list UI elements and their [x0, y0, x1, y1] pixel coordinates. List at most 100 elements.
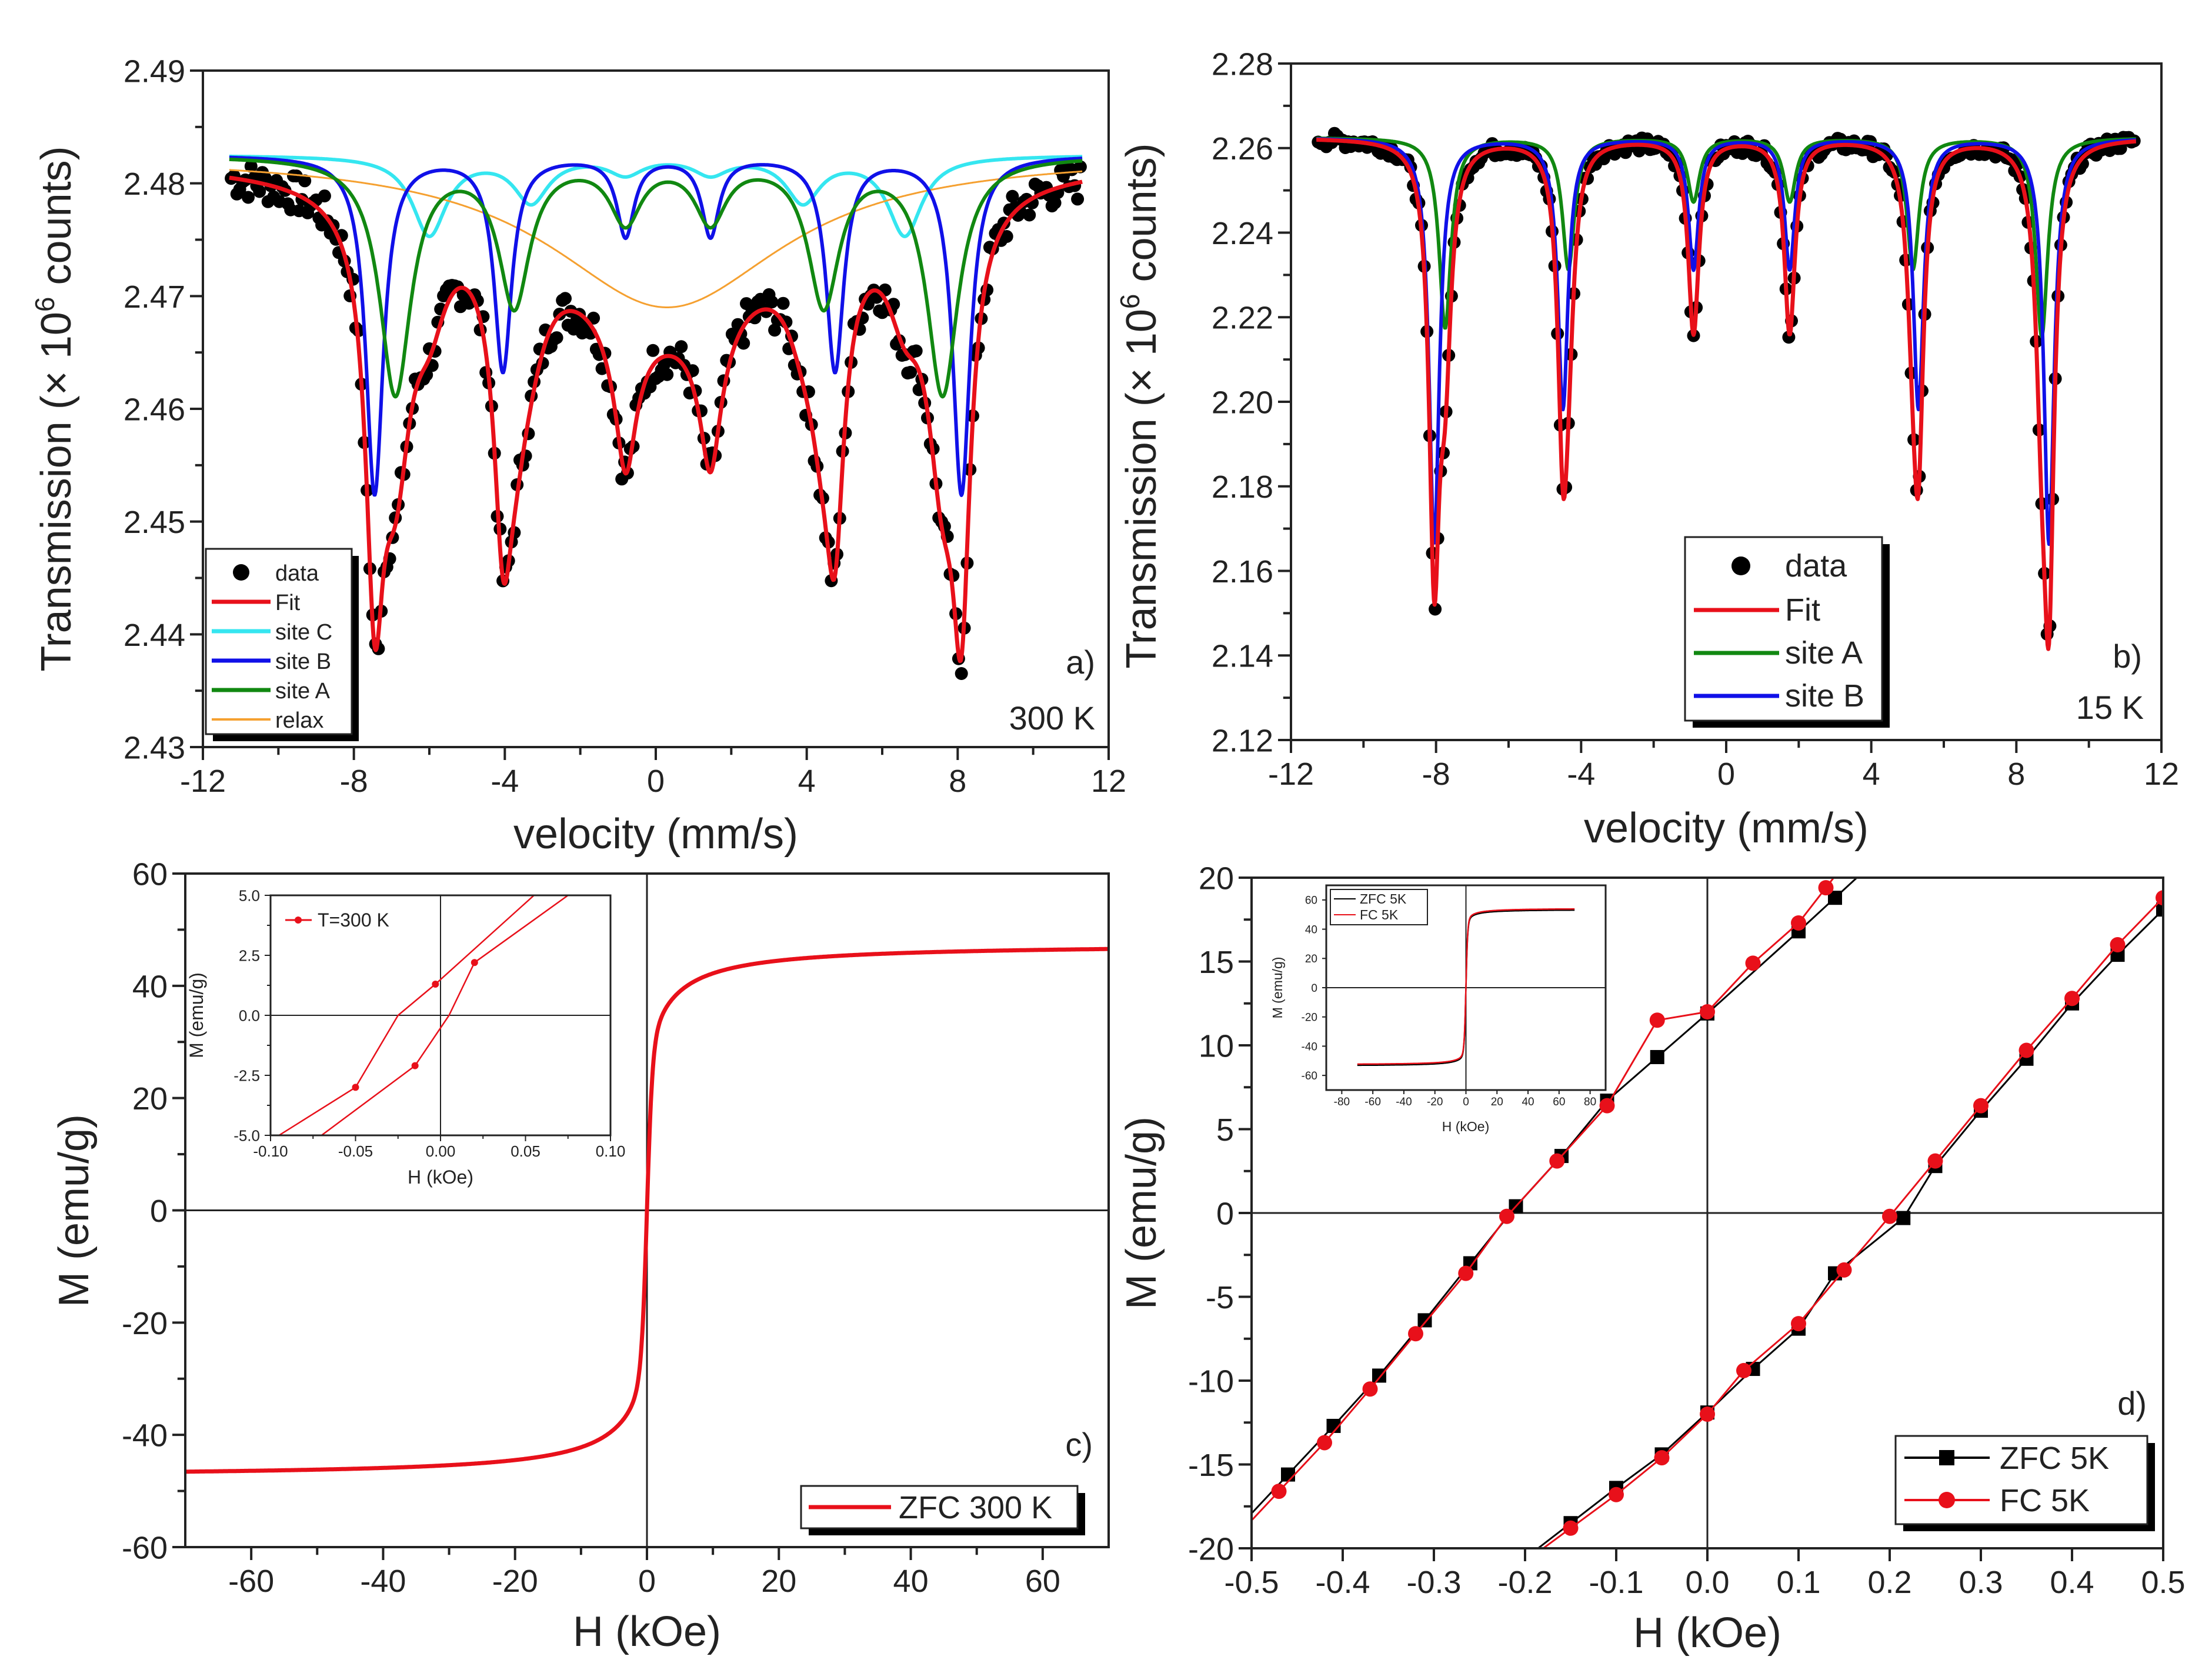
panel-b: -12 -8 -4 0 4 8 12 2.12 2.14 2.16 2.18 2.20 2.22 2.24… [1115, 46, 2179, 852]
panel-b-xtick-label: -4 [1567, 756, 1595, 792]
panel-b-xtick-label: 12 [2144, 756, 2179, 792]
panel-c-xtick-label: 60 [1025, 1564, 1060, 1599]
panel-d-inset-xtick-label: -60 [1364, 1096, 1380, 1108]
panel-a-data-point [737, 336, 750, 350]
panel-c-zfc-curve [184, 947, 1110, 1474]
panel-d-curves [1252, 878, 2163, 1548]
panel-a-data-point [1073, 160, 1087, 174]
panel-a-data-point [955, 667, 968, 680]
panel-b-data-point [1633, 144, 1646, 158]
panel-a-data-point [1000, 230, 1013, 243]
panel-b-ytick-label: 2.12 [1212, 723, 1273, 758]
panel-c-ytick-label: -60 [122, 1530, 168, 1565]
panel-c-legend: ZFC 300 K [800, 1485, 1085, 1535]
panel-d-inset-xtick-label: 80 [1584, 1096, 1596, 1108]
panel-b-data-point [1429, 602, 1442, 616]
panel-a-data-point [660, 368, 674, 381]
panel-d-fc-marker [1791, 1316, 1806, 1332]
panel-d-xtick-label: 0.1 [1776, 1565, 1820, 1600]
panel-c-inset-branch-up [321, 894, 569, 1137]
panel-c-xtick-label: -60 [228, 1564, 274, 1599]
panel-c-inset-ytick-label: -5.0 [233, 1127, 260, 1144]
panel-d-zfc-marker [1417, 1313, 1432, 1328]
panel-d-xtick-label: 0.5 [2141, 1565, 2185, 1600]
panel-a-data-point [675, 340, 688, 354]
panel-b-ytick-label: 2.24 [1212, 216, 1273, 251]
panel-a-data-point [253, 185, 266, 198]
panel-a-data-point [768, 324, 782, 337]
panel-c-inset-xtick-label: 0.05 [511, 1142, 541, 1160]
panel-a-xtick-label: 12 [1091, 764, 1126, 799]
panel-d-inset-ytick-label: -40 [1302, 1041, 1317, 1053]
panel-a-ytick-label: 2.47 [124, 279, 185, 315]
legend-a-label-site-a: site A [275, 679, 331, 704]
panel-d-inset-xtick-label: -20 [1427, 1096, 1443, 1108]
panel-d-fc-marker [1499, 1208, 1514, 1224]
panel-d-inset-xtick-label: -40 [1396, 1096, 1412, 1108]
panel-c-inset-marker [352, 1084, 359, 1091]
panel-d-frame [1250, 877, 2164, 1549]
panel-a-data-point [244, 159, 258, 173]
panel-a-xtick-label: -4 [491, 764, 519, 799]
panel-c-inset-ticks: -0.10 -0.05 0.00 0.05 0.10 -5.0 -2.5 0.0 2.5 5.0 [233, 887, 625, 1160]
panel-d-zfc-marker [1896, 1211, 1911, 1225]
panel-b-ylabel: Transmission (× 106 counts) [1115, 143, 1165, 668]
panel-c-xtick-label: 0 [638, 1564, 656, 1599]
legend-d-marker-fc [1939, 1492, 1955, 1508]
panel-c-xlabel: H (kOe) [573, 1608, 721, 1655]
panel-b-xtick-label: 4 [1863, 756, 1880, 792]
panel-a-xtick-label: 4 [798, 764, 816, 799]
panel-d-xtick-label: -0.5 [1224, 1565, 1279, 1600]
panel-d-fc-marker [1654, 1450, 1670, 1466]
panel-b-fit-curve [1314, 138, 2138, 651]
panel-d-fc-marker [1563, 1520, 1579, 1536]
panel-c-xtick-label: -40 [360, 1564, 406, 1599]
panel-a-data-point [765, 295, 779, 309]
panel-a-data-point [1071, 192, 1085, 206]
panel-d-ytick-label: -20 [1188, 1531, 1234, 1567]
panel-d-xtick-label: -0.1 [1589, 1565, 1643, 1600]
panel-a-legend: data Fit site C site B site A relax [205, 548, 359, 741]
panel-d-fc-marker [1609, 1487, 1624, 1502]
panel-d-fc-marker [1549, 1153, 1565, 1169]
panel-d-legend: ZFC 5K FC 5K [1894, 1435, 2155, 1531]
panel-d-fc-marker [2110, 937, 2126, 952]
panel-c-curves [184, 874, 1110, 1547]
legend-a-marker-data [233, 564, 249, 581]
panel-a-data-point [904, 365, 918, 379]
panel-d-inset-xtick-label: 0 [1463, 1096, 1469, 1108]
panel-c-annotation: c) [1065, 1426, 1093, 1463]
panel-b-ytick-label: 2.28 [1212, 46, 1273, 82]
panel-c: -60 -40 -20 0 20 40 60 -60 -40 -20 0 20 40 60 H (kOe)… [51, 857, 1110, 1655]
panel-d-xlabel: H (kOe) [1633, 1609, 1781, 1657]
legend-a-label-site-c: site C [275, 620, 332, 645]
panel-c-xtick-label: 20 [761, 1564, 796, 1599]
panel-a-xtick-label: -8 [340, 764, 368, 799]
panel-c-inset-legend-label: T=300 K [318, 909, 389, 931]
panel-d-inset-ytick-label: -20 [1302, 1012, 1317, 1024]
panel-d-inset-xlabel: H (kOe) [1442, 1119, 1490, 1134]
panel-b-xtick-label: -12 [1268, 756, 1314, 792]
legend-b-label-site-b: site B [1785, 678, 1864, 714]
panel-d-inset-legend-box [1330, 889, 1428, 925]
panel-a-ytick-label: 2.49 [124, 54, 185, 89]
panel-d-ytick-label: 10 [1199, 1028, 1234, 1064]
panel-b-xlabel: velocity (mm/s) [1584, 805, 1869, 852]
panel-a-data-point [776, 296, 790, 310]
panel-c-ylabel: M (emu/g) [51, 1114, 98, 1307]
panel-d-inset-legend-label-fc: FC 5K [1360, 907, 1399, 922]
panel-d-fc-marker [2156, 890, 2163, 906]
panel-a-data-point [1048, 196, 1062, 209]
panel-b-xtick-label: 8 [2007, 756, 2025, 792]
panel-d-fc-lower-line [1542, 897, 2163, 1548]
panel-d-ytick-label: 20 [1199, 861, 1234, 896]
panel-a-ylabel: Transmission (× 106 counts) [29, 146, 80, 671]
panel-d-annotation: d) [2117, 1385, 2147, 1422]
panel-a-temperature: 300 K [1009, 699, 1095, 736]
panel-d-legend-box [1894, 1435, 2148, 1525]
panel-d-xtick-label: -0.3 [1406, 1565, 1461, 1600]
legend-b-label-site-a: site A [1785, 635, 1863, 671]
panel-a-frame [202, 69, 1110, 748]
panel-c-inset-marker [411, 1062, 419, 1069]
